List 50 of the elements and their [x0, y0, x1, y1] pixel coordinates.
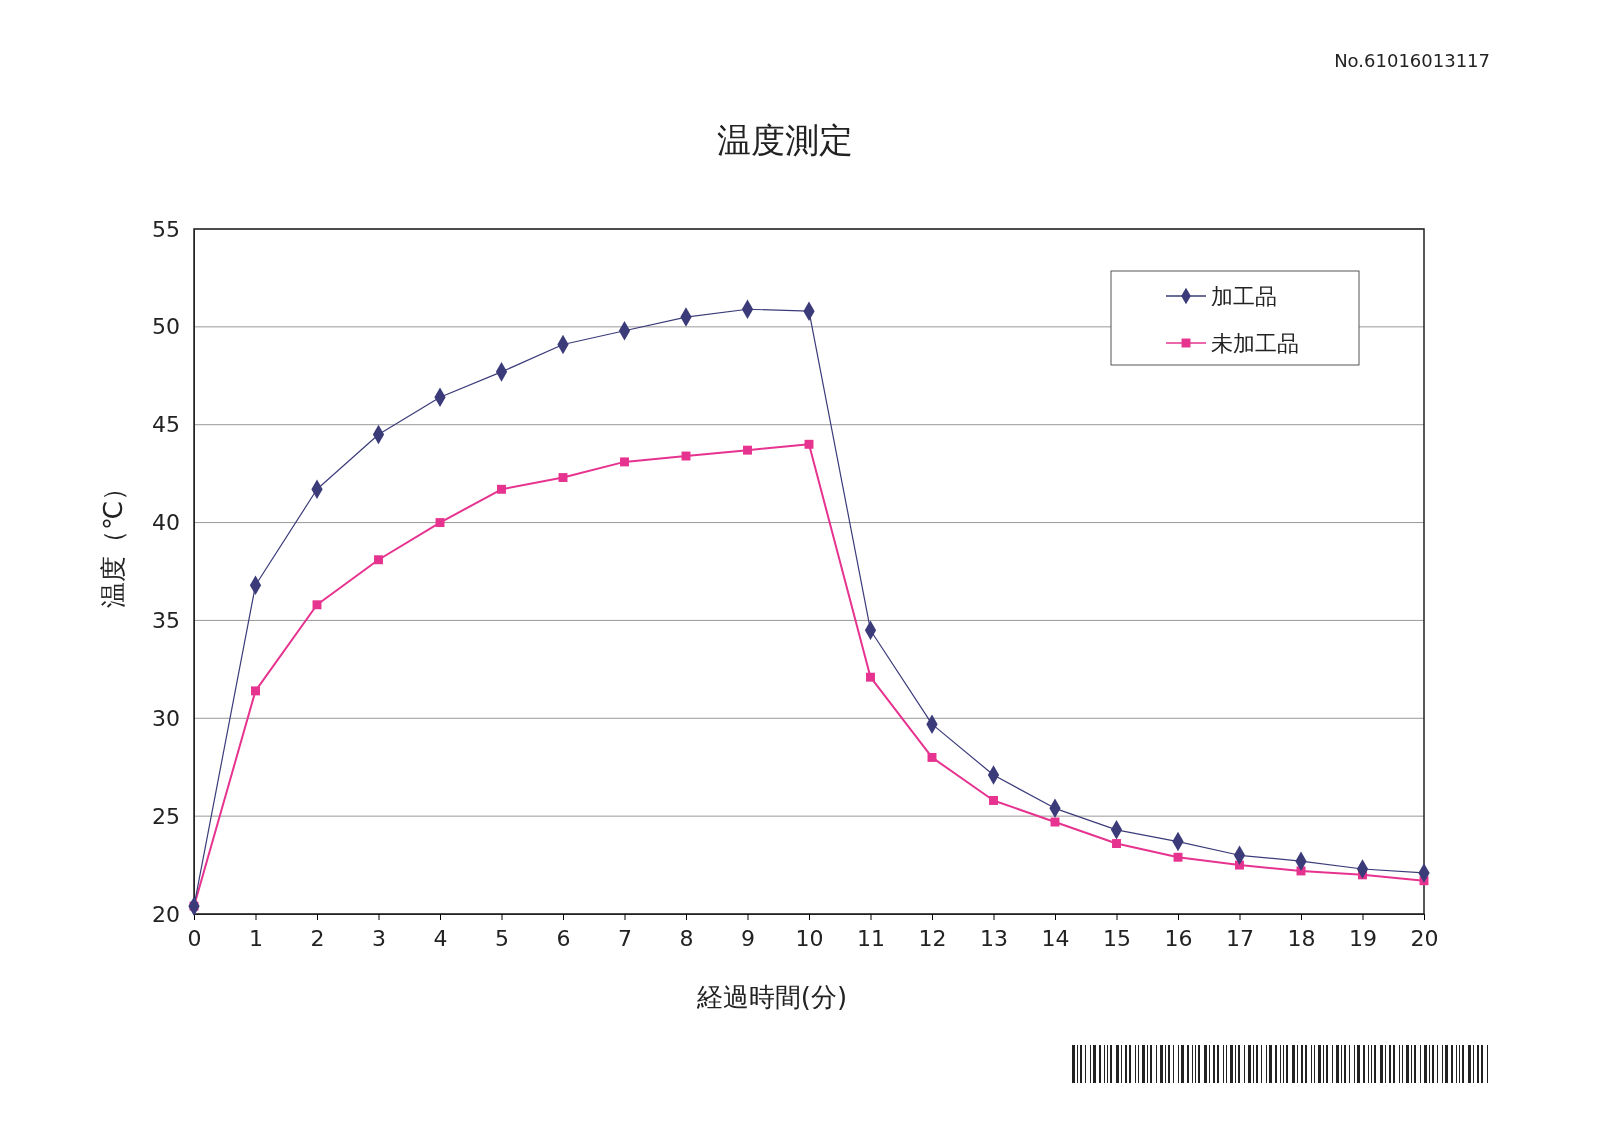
x-tick-label: 7: [618, 925, 632, 951]
legend-label: 加工品: [1211, 284, 1277, 309]
x-tick-label: 12: [918, 925, 947, 951]
point: [866, 672, 875, 682]
point: [251, 686, 260, 696]
y-tick-label: 35: [152, 607, 180, 633]
x-tick-label: 9: [741, 925, 755, 951]
y-tick-label: 50: [152, 314, 180, 340]
x-tick-label: 18: [1287, 925, 1316, 951]
point: [435, 518, 445, 528]
x-tick-label: 19: [1349, 925, 1377, 951]
point: [1112, 839, 1121, 849]
chart-title: 温度測定: [717, 120, 853, 160]
point: [1173, 852, 1183, 862]
point: [743, 445, 752, 455]
x-tick-label: 0: [187, 925, 202, 951]
y-tick-label: 30: [152, 705, 180, 731]
point: [681, 451, 691, 461]
y-tick-label: 55: [152, 216, 180, 242]
y-tick-label: 25: [152, 803, 180, 829]
x-tick-label: 3: [372, 925, 386, 951]
x-tick-label: 15: [1103, 925, 1131, 951]
y-tick-label: 20: [152, 901, 180, 927]
x-tick-label: 16: [1164, 925, 1193, 951]
x-tick-label: 6: [556, 925, 571, 951]
point: [374, 555, 383, 565]
x-tick-label: 11: [857, 925, 885, 951]
point: [804, 439, 814, 449]
x-tick-label: 10: [795, 925, 824, 951]
x-tick-label: 2: [310, 925, 325, 951]
x-tick-label: 5: [495, 925, 509, 951]
y-tick-label: 45: [152, 412, 180, 438]
x-tick-label: 13: [980, 925, 1008, 951]
y-tick-label: 40: [152, 510, 180, 536]
point: [989, 796, 998, 805]
y-axis-title: 温度（℃）: [98, 474, 128, 609]
legend-label: 未加工品: [1211, 331, 1299, 356]
text: No.61016013117: [1334, 50, 1490, 71]
x-tick-label: 14: [1041, 925, 1070, 951]
x-tick-label: 1: [249, 925, 263, 951]
point: [312, 600, 322, 610]
x-tick-label: 20: [1410, 925, 1439, 951]
point: [497, 484, 506, 494]
x-tick-label: 8: [679, 925, 694, 951]
x-tick-label: 4: [433, 925, 448, 951]
point: [927, 752, 937, 762]
point: [558, 473, 568, 483]
x-tick-label: 17: [1226, 925, 1254, 951]
point: [620, 457, 629, 467]
x-axis-title: 経過時間(分): [695, 982, 848, 1012]
